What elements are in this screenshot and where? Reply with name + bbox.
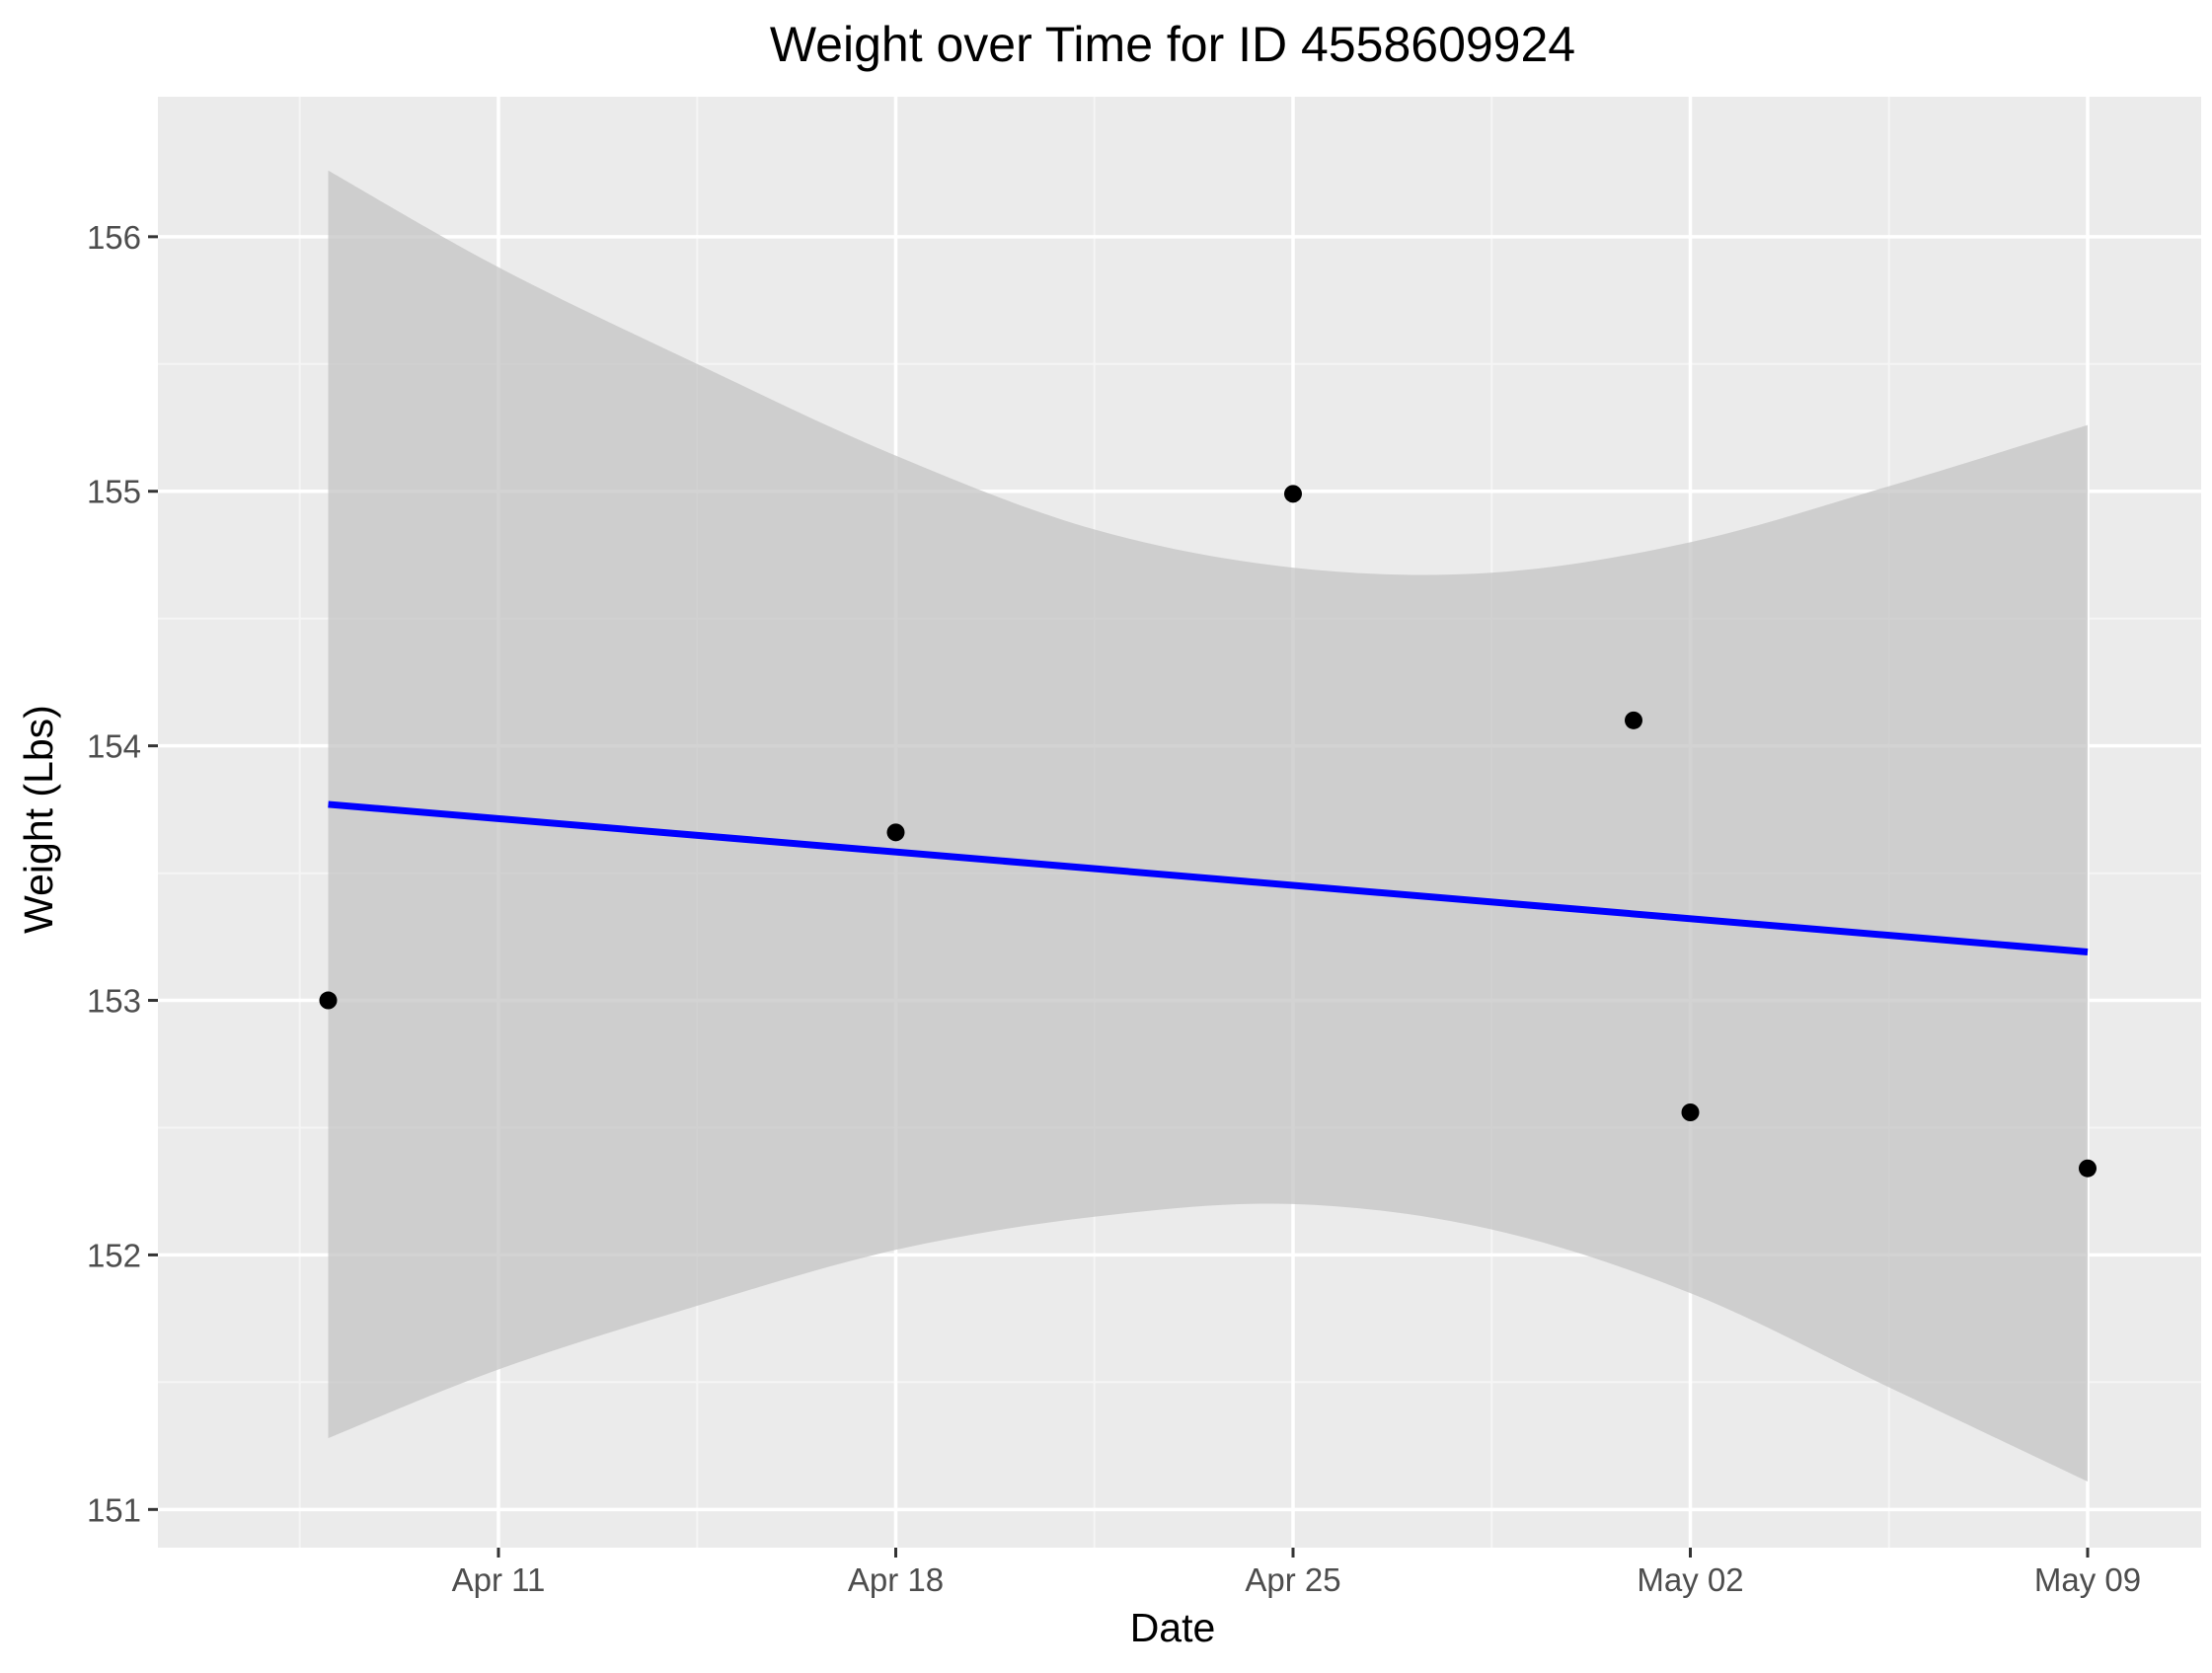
x-tick-label: May 09: [2034, 1561, 2141, 1598]
data-point: [319, 991, 338, 1010]
x-tick-label: Apr 25: [1245, 1561, 1340, 1598]
y-tick-label: 153: [87, 983, 141, 1020]
trend-line: [328, 800, 2089, 956]
confidence-band: [328, 170, 2088, 1482]
y-axis: 151 152 153 154 155 156: [87, 219, 158, 1528]
x-tick-label: May 02: [1637, 1561, 1743, 1598]
x-tick-label: Apr 11: [452, 1561, 546, 1598]
y-tick-label: 154: [87, 728, 141, 765]
data-point: [2079, 1159, 2097, 1178]
y-tick-label: 155: [87, 474, 141, 510]
y-axis-title: Weight (Lbs): [16, 705, 61, 934]
x-tick-label: Apr 18: [848, 1561, 944, 1598]
data-point: [1625, 711, 1642, 729]
chart-title: Weight over Time for ID 4558609924: [770, 17, 1575, 72]
y-tick-label: 152: [87, 1237, 141, 1273]
data-points: [319, 485, 2097, 1178]
y-tick-label: 156: [87, 219, 141, 256]
x-axis-title: Date: [1130, 1605, 1216, 1650]
data-point: [1681, 1103, 1700, 1121]
x-axis: Apr 11 Apr 18 Apr 25 May 02 May 09: [452, 1548, 2141, 1598]
data-point: [886, 823, 905, 842]
data-point: [1284, 485, 1302, 503]
y-tick-label: 151: [87, 1491, 141, 1528]
